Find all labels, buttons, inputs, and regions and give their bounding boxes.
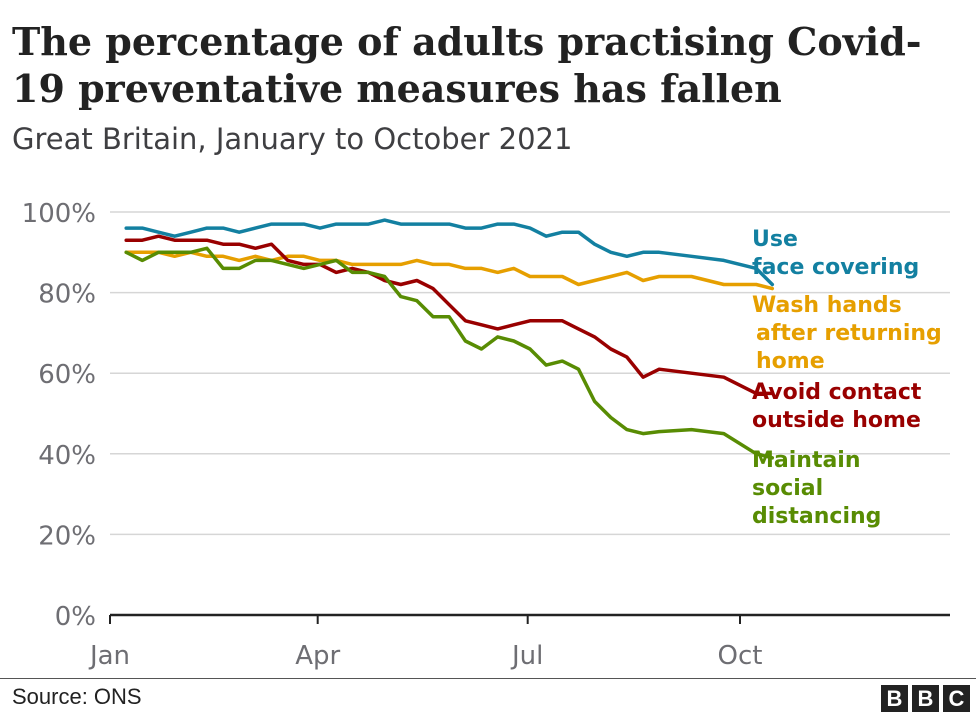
- y-tick-label: 100%: [22, 199, 96, 229]
- series-label: Maintain: [752, 448, 861, 473]
- y-tick-label: 40%: [38, 441, 96, 471]
- series-line: [124, 218, 775, 287]
- series-label: after returning: [756, 321, 942, 346]
- series-label: face covering: [752, 255, 919, 280]
- series-label: distancing: [752, 504, 881, 529]
- chart-subtitle: Great Britain, January to October 2021: [12, 122, 573, 156]
- source-label: Source: ONS: [12, 684, 142, 709]
- bbc-logo: B B C: [881, 685, 970, 712]
- x-tick-label: Jul: [510, 641, 543, 671]
- y-tick-label: 60%: [38, 360, 96, 390]
- line-chart: 100% 80% 60% 40% 20% 0% Jan Apr Jul Oct Use face co…: [22, 199, 950, 671]
- bbc-logo-letter: B: [912, 685, 939, 712]
- x-tick-label: Oct: [718, 641, 763, 671]
- series-label: Wash hands: [752, 293, 902, 318]
- bbc-logo-letter: B: [881, 685, 908, 712]
- series-label: social: [752, 476, 823, 501]
- x-tick-label: Apr: [295, 641, 340, 671]
- series-line: [124, 234, 775, 396]
- series-label: outside home: [752, 408, 921, 433]
- series-label: Avoid contact: [752, 380, 922, 405]
- series-line: [124, 250, 775, 291]
- x-tick-label: Jan: [88, 641, 130, 671]
- bbc-logo-letter: C: [943, 685, 970, 712]
- y-tick-label: 0%: [55, 602, 96, 632]
- y-tick-label: 80%: [38, 280, 96, 310]
- footer-divider: [0, 678, 976, 679]
- series-label: Use: [752, 227, 798, 252]
- y-tick-label: 20%: [38, 521, 96, 551]
- series-label: home: [756, 349, 825, 374]
- chart-title: The percentage of adults practising Covi…: [12, 19, 922, 111]
- series-line: [124, 246, 775, 460]
